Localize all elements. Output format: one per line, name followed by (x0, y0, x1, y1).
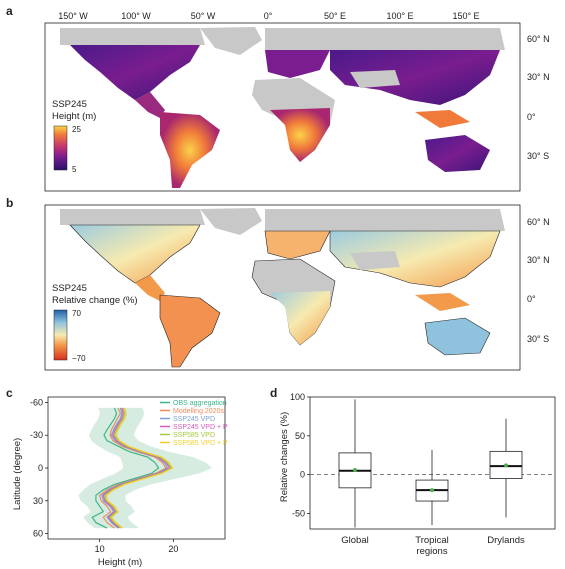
chart-d-category-label-line2: regions (416, 546, 447, 557)
chart-c-ytick-label: 60 (33, 529, 43, 539)
eurasia-arctic (265, 28, 505, 50)
chart-c-legend-entry: SSP585 VPD + P (173, 440, 228, 447)
chart-d-frame (309, 396, 556, 530)
central-asia-desert (350, 70, 400, 88)
chart-c-xtick-label: 20 (168, 544, 178, 554)
chart-d-category-label: Drylands (487, 535, 525, 546)
chart-d-ytick-label: 100 (290, 392, 305, 402)
chart-d-mean-dot (430, 488, 434, 493)
chart-c-series-line (104, 407, 173, 529)
chart-c-legend-entry: SSP585 VPD (173, 432, 215, 439)
chart-c-series-line (91, 407, 160, 529)
lat-tick-30s-b: 30° S (527, 334, 549, 344)
chart-c-series-line (102, 407, 171, 529)
central-asia-desert-b (350, 251, 400, 270)
south-america-shape-b (159, 294, 221, 368)
chart-c-xlabel: Height (m) (98, 557, 142, 568)
europe-shape-b (264, 230, 331, 260)
legend-b-max: 70 (72, 309, 81, 318)
maritime-se-asia (415, 110, 470, 128)
lon-tick-0: 0° (264, 11, 273, 21)
chart-d-ylabel: Relative changes (%) (279, 412, 290, 502)
chart-d-ytick-label: 0 (300, 470, 305, 480)
north-america-arctic (60, 28, 205, 45)
africa-tropics-b (270, 291, 330, 345)
chart-c-ytick-label: 30 (33, 496, 43, 506)
panel-letter-a: a (6, 4, 13, 18)
chart-d-category-label: Global (341, 535, 368, 546)
chart-c-ytick-label: -60 (30, 397, 43, 407)
chart-d-ytick-label: -50 (292, 508, 305, 518)
chart-c-series-line (105, 407, 174, 529)
chart-c-ylabel: Latitude (degree) (12, 438, 23, 510)
legend-b-title-2: Relative change (%) (52, 295, 138, 306)
chart-panel-c: -60 -30 0 30 60 10 20 OBS aggregationModelling… (12, 396, 228, 568)
asia-shape-b (329, 230, 501, 288)
lat-tick-60n-a: 60° N (527, 34, 550, 44)
map-panel-b: 60° N 30° N 0° 30° S SSP245 Relative cha… (44, 204, 550, 371)
eurasia-arctic-b (265, 209, 505, 231)
europe-shape (265, 50, 330, 78)
lon-tick-100e: 100° E (386, 11, 413, 21)
chart-d-ytick-label: 50 (295, 431, 305, 441)
greenland-shape (200, 27, 262, 55)
south-america-shape (160, 112, 220, 188)
lat-tick-30n-b: 30° N (527, 255, 550, 265)
asia-shape (330, 50, 500, 105)
legend-a-min: 5 (72, 165, 77, 174)
central-america-shape-b (135, 275, 165, 301)
lon-tick-100w: 100° W (121, 11, 151, 21)
north-america-shape (70, 45, 200, 100)
legend-b-min: −70 (72, 354, 86, 363)
lon-tick-150w: 150° W (58, 11, 88, 21)
chart-d-mean-dot (504, 463, 508, 468)
lon-tick-50e: 50° E (324, 11, 346, 21)
greenland-shape-b (200, 208, 262, 235)
chart-c-legend-entry: SSP245 VPD (173, 416, 215, 423)
chart-c-series-line (101, 407, 169, 529)
legend-a-title-2: Height (m) (52, 111, 96, 122)
panel-letter-c: c (6, 386, 13, 400)
legend-a-colorbar (53, 125, 68, 171)
lon-tick-150e: 150° E (452, 11, 479, 21)
lon-tick-labels-a: 150° W 100° W 50° W 0° 50° E 100° E 150°… (58, 11, 479, 21)
legend-a-max: 25 (72, 125, 81, 134)
map-panel-a: 150° W 100° W 50° W 0° 50° E 100° E 150°… (44, 11, 550, 192)
lat-tick-30n-a: 30° N (527, 72, 550, 82)
chart-c-series-line (98, 407, 167, 529)
lat-tick-30s-a: 30° S (527, 151, 549, 161)
central-america-shape (135, 92, 165, 118)
lat-tick-60n-b: 60° N (527, 217, 550, 227)
lat-tick-labels-a: 60° N 30° N 0° 30° S (527, 34, 550, 161)
australia-shape-b (424, 317, 491, 356)
legend-b-title-1: SSP245 (52, 283, 87, 294)
chart-c-axes: -60 -30 0 30 60 10 20 (30, 396, 226, 554)
chart-c-legend-entry: OBS aggregation (173, 400, 227, 407)
lon-tick-50w: 50° W (191, 11, 216, 21)
panel-letter-b: b (6, 196, 14, 210)
lat-tick-0-a: 0° (527, 112, 536, 122)
panel-letter-d: d (270, 386, 278, 400)
chart-d-mean-dot (353, 467, 357, 472)
chart-c-legend-entry: Modelling 2020s (173, 408, 224, 415)
north-america-arctic-b (60, 209, 205, 225)
australia-shape (425, 135, 490, 172)
maritime-se-asia-b (415, 293, 470, 311)
chart-c-ytick-label: 0 (38, 463, 43, 473)
lat-tick-labels-b: 60° N 30° N 0° 30° S (527, 217, 550, 344)
legend-b-colorbar (53, 309, 68, 361)
chart-c-ytick-label: -30 (30, 430, 43, 440)
lat-tick-0-b: 0° (527, 294, 536, 304)
chart-c-series-lines (91, 407, 174, 529)
chart-c-xtick-label: 10 (95, 544, 105, 554)
legend-a-title-1: SSP245 (52, 99, 87, 110)
chart-d-category-label: Tropical (415, 535, 448, 546)
africa-tropics (270, 108, 330, 162)
chart-d-boxes: Global Tropical Drylands regions (338, 399, 525, 557)
chart-c-legend-entry: SSP245 VPD + P (173, 424, 228, 431)
